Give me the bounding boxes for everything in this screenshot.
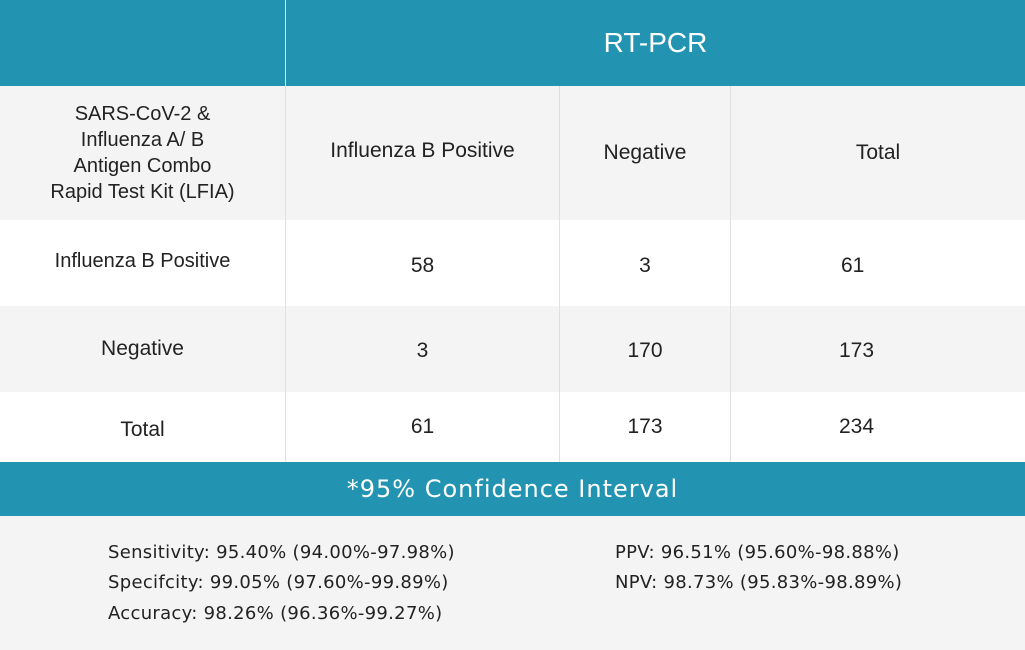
column-divider <box>730 86 731 462</box>
column-header-influenza-b-positive: Influenza B Positive <box>330 139 515 162</box>
specificity-stat: Specifcity: 99.05% (97.60%-99.89%) <box>108 572 449 593</box>
table-row: Total 61 173 234 <box>0 392 1025 462</box>
row-label: Total <box>120 418 165 441</box>
table-cell: 170 <box>627 339 663 362</box>
table-cell: 3 <box>639 254 651 277</box>
column-header-row: SARS-CoV-2 & Influenza A/ B Antigen Comb… <box>0 86 1025 220</box>
table-cell: 173 <box>627 415 663 438</box>
column-header-negative: Negative <box>603 141 687 164</box>
confidence-interval-title: *95% Confidence Interval <box>0 462 1025 516</box>
column-header-total: Total <box>855 141 901 164</box>
table-row: Negative 3 170 173 <box>0 306 1025 392</box>
table-cell: 234 <box>839 415 875 438</box>
accuracy-stat: Accuracy: 98.26% (96.36%-99.27%) <box>108 603 443 624</box>
statistics-panel: Sensitivity: 95.40% (94.00%-97.98%) Spec… <box>0 516 1025 650</box>
npv-stat: NPV: 98.73% (95.83%-98.89%) <box>615 572 903 593</box>
row-label: Influenza B Positive <box>54 249 231 272</box>
table-row: Influenza B Positive 58 3 61 <box>0 220 1025 306</box>
sensitivity-stat: Sensitivity: 95.40% (94.00%-97.98%) <box>108 542 455 563</box>
ppv-stat: PPV: 96.51% (95.60%-98.88%) <box>615 542 900 563</box>
corner-label-line: Antigen Combo <box>73 155 212 177</box>
table-cell: 3 <box>416 339 429 362</box>
table-cell: 58 <box>410 254 435 277</box>
header-divider <box>285 0 286 86</box>
row-label: Negative <box>101 337 184 360</box>
corner-label-line: Rapid Test Kit (LFIA) <box>50 181 235 203</box>
table-cell: 61 <box>410 415 435 438</box>
corner-label-line: SARS-CoV-2 & <box>74 103 211 125</box>
corner-label: SARS-CoV-2 & Influenza A/ B Antigen Comb… <box>0 86 285 220</box>
reference-method-title: RT-PCR <box>603 27 708 58</box>
table-cell: 173 <box>839 339 875 362</box>
table-header-band <box>0 0 1025 86</box>
table-cell: 61 <box>841 254 865 277</box>
column-divider <box>285 86 286 462</box>
corner-label-line: Influenza A/ B <box>80 129 205 151</box>
column-divider <box>559 86 560 462</box>
